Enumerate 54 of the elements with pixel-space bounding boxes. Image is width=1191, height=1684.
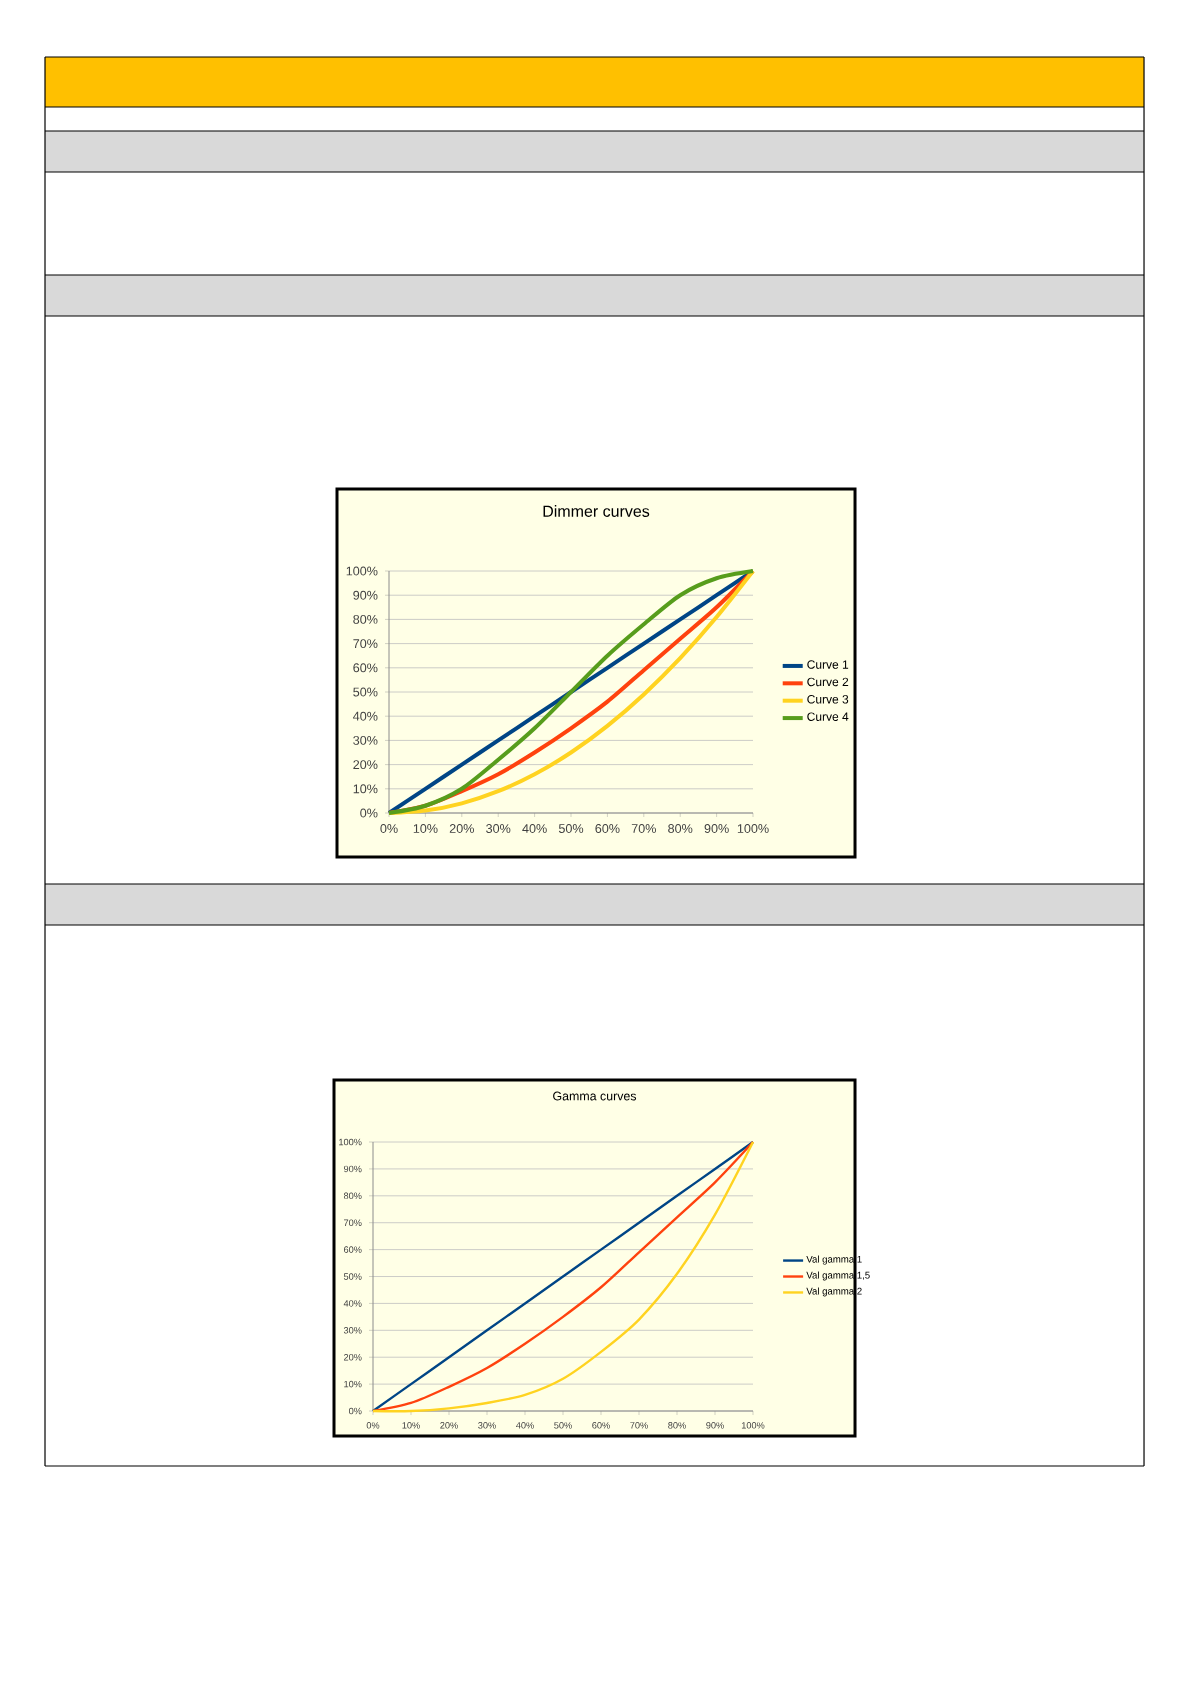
- y-tick-label: 50%: [343, 1273, 362, 1280]
- x-tick-label: 60%: [592, 1422, 610, 1429]
- chart-title: Gamma curves: [553, 1091, 637, 1101]
- y-tick-label: 60%: [353, 663, 378, 673]
- x-tick-label: 70%: [631, 824, 656, 833]
- x-tick-label: 40%: [522, 824, 547, 833]
- x-tick-label: 20%: [449, 824, 474, 833]
- y-tick-label: 70%: [344, 1219, 362, 1226]
- x-tick-label: 10%: [402, 1422, 420, 1429]
- y-tick-label: 0%: [360, 808, 378, 818]
- legend-label: Curve 2: [807, 677, 849, 687]
- y-tick-label: 0%: [348, 1407, 362, 1415]
- line-series: [387, 569, 756, 816]
- legend-label: Val gamma 1: [806, 1255, 862, 1265]
- x-tick-label: 40%: [516, 1422, 534, 1429]
- x-tick-label: 70%: [630, 1422, 648, 1429]
- x-tick-label: 100%: [741, 1422, 765, 1429]
- x-tick-label: 0%: [380, 824, 398, 833]
- x-tick-label: 30%: [478, 1422, 496, 1429]
- y-tick-label: 10%: [344, 1380, 362, 1388]
- x-tick-label: 100%: [737, 824, 769, 833]
- x-tick-label: 50%: [558, 824, 584, 833]
- x-tick-label: 90%: [706, 1422, 724, 1429]
- x-tick-label: 60%: [595, 824, 620, 833]
- y-tick-label: 10%: [353, 784, 378, 794]
- legend-label: Curve 1: [807, 660, 849, 669]
- y-tick-label: 40%: [353, 711, 378, 721]
- x-tick-label: 50%: [554, 1422, 572, 1429]
- x-tick-label: 20%: [440, 1422, 458, 1429]
- y-tick-label: 60%: [344, 1246, 362, 1253]
- chart-title: Dimmer curves: [543, 505, 650, 517]
- y-tick-label: 40%: [343, 1300, 362, 1307]
- legend-label: Curve 4: [807, 712, 849, 721]
- legend-label: Val gamma 1,5: [806, 1271, 870, 1281]
- line-series: [371, 1140, 755, 1413]
- x-tick-label: 80%: [668, 824, 693, 833]
- x-tick-label: 90%: [704, 824, 729, 833]
- y-tick-label: 80%: [343, 1192, 362, 1200]
- y-tick-label: 90%: [343, 1165, 362, 1173]
- x-tick-label: 10%: [413, 824, 438, 833]
- y-tick-label: 90%: [353, 590, 378, 600]
- y-tick-label: 100%: [339, 1138, 362, 1146]
- y-tick-label: 50%: [353, 687, 378, 697]
- y-tick-label: 20%: [344, 1353, 362, 1361]
- x-tick-label: 30%: [486, 824, 511, 833]
- x-tick-label: 80%: [668, 1422, 686, 1429]
- y-tick-label: 20%: [353, 760, 378, 770]
- y-tick-label: 30%: [353, 735, 378, 745]
- legend-label: Val gamma 2: [806, 1287, 862, 1297]
- y-tick-label: 30%: [343, 1327, 362, 1334]
- y-tick-label: 80%: [353, 614, 378, 624]
- legend-label: Curve 3: [807, 695, 849, 704]
- y-tick-label: 70%: [353, 639, 378, 649]
- y-tick-label: 100%: [346, 566, 378, 576]
